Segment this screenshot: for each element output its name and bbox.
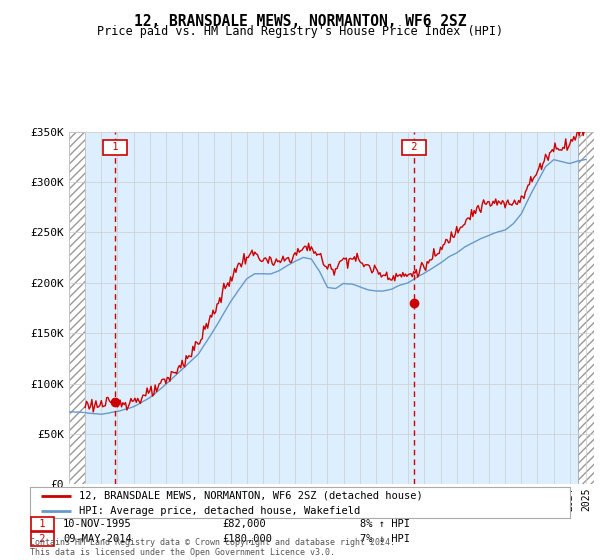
- Text: £82,000: £82,000: [222, 519, 266, 529]
- Text: Price paid vs. HM Land Registry's House Price Index (HPI): Price paid vs. HM Land Registry's House …: [97, 25, 503, 38]
- Text: 1: 1: [106, 142, 125, 152]
- Text: 2: 2: [405, 142, 424, 152]
- Text: 2: 2: [33, 534, 52, 544]
- Text: 7% ↓ HPI: 7% ↓ HPI: [360, 534, 410, 544]
- Text: 8% ↑ HPI: 8% ↑ HPI: [360, 519, 410, 529]
- Text: 09-MAY-2014: 09-MAY-2014: [63, 534, 132, 544]
- Text: 10-NOV-1995: 10-NOV-1995: [63, 519, 132, 529]
- Text: 12, BRANSDALE MEWS, NORMANTON, WF6 2SZ (detached house): 12, BRANSDALE MEWS, NORMANTON, WF6 2SZ (…: [79, 491, 422, 501]
- Text: £180,000: £180,000: [222, 534, 272, 544]
- Bar: [578, 132, 594, 484]
- Text: HPI: Average price, detached house, Wakefield: HPI: Average price, detached house, Wake…: [79, 506, 360, 516]
- Bar: [69, 132, 85, 484]
- Text: Contains HM Land Registry data © Crown copyright and database right 2024.
This d: Contains HM Land Registry data © Crown c…: [30, 538, 395, 557]
- Text: 12, BRANSDALE MEWS, NORMANTON, WF6 2SZ: 12, BRANSDALE MEWS, NORMANTON, WF6 2SZ: [134, 14, 466, 29]
- Text: 1: 1: [33, 519, 52, 529]
